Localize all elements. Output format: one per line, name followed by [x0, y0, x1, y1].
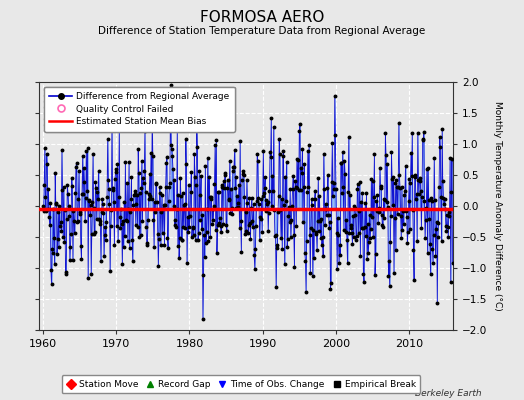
Legend: Station Move, Record Gap, Time of Obs. Change, Empirical Break: Station Move, Record Gap, Time of Obs. C… — [62, 376, 420, 394]
Text: Berkeley Earth: Berkeley Earth — [416, 389, 482, 398]
Legend: Difference from Regional Average, Quality Control Failed, Estimated Station Mean: Difference from Regional Average, Qualit… — [44, 86, 235, 132]
Y-axis label: Monthly Temperature Anomaly Difference (°C): Monthly Temperature Anomaly Difference (… — [493, 101, 502, 311]
Text: FORMOSA AERO: FORMOSA AERO — [200, 10, 324, 25]
Text: Difference of Station Temperature Data from Regional Average: Difference of Station Temperature Data f… — [99, 26, 425, 36]
